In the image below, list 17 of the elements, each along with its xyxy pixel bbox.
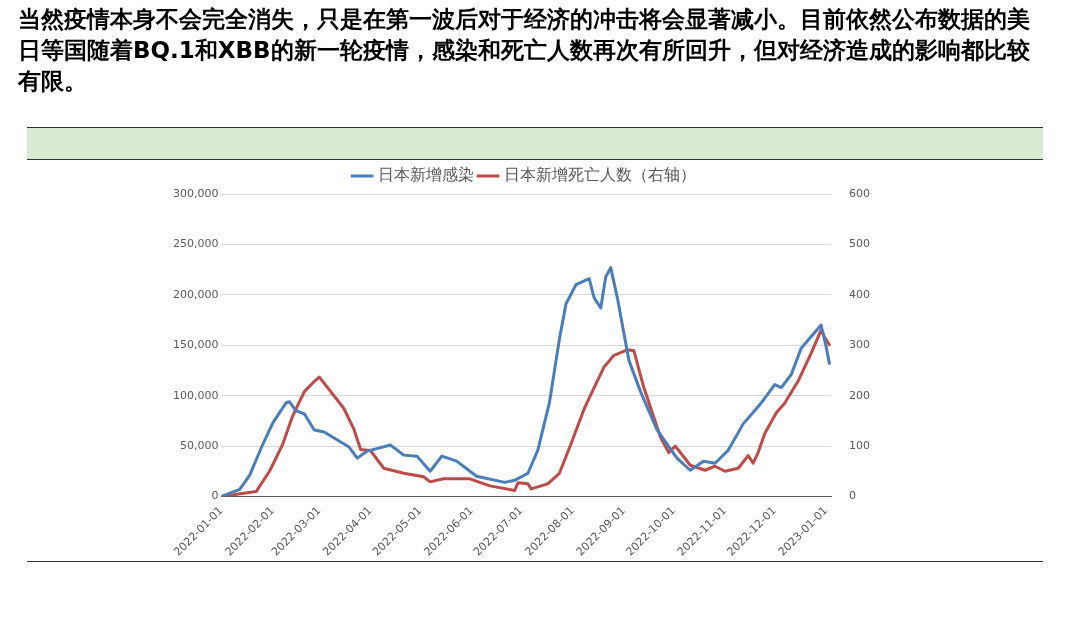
y2-tick-label: 200: [849, 388, 870, 402]
y-tick-label: 100,000: [172, 388, 219, 402]
legend-label: 日本新增死亡人数（右轴）: [504, 165, 696, 185]
y-tick-label: 50,000: [179, 438, 219, 452]
y2-tick-label: 0: [849, 489, 856, 503]
y2-tick-label: 100: [849, 438, 870, 452]
y2-tick-label: 500: [849, 237, 870, 251]
y2-tick-label: 300: [849, 338, 870, 352]
y2-tick-label: 600: [849, 186, 870, 200]
y-tick-label: 0: [211, 489, 219, 503]
y-tick-label: 300,000: [172, 186, 219, 200]
y-tick-label: 150,000: [172, 338, 219, 352]
chart-title: 当然疫情本身不会完全消失，只是在第一波后对于经济的冲击将会显著减小。目前依然公布数据的美日等国随着BQ.1和XBB的新一轮疫情，感染和死亡人数再次有所回升，但对经济造成的影响都比较有限。: [18, 5, 1031, 96]
legend-label: 日本新增感染: [378, 165, 474, 185]
y-tick-label: 200,000: [172, 287, 219, 301]
y2-tick-label: 400: [849, 287, 870, 301]
y-tick-label: 250,000: [172, 237, 219, 251]
